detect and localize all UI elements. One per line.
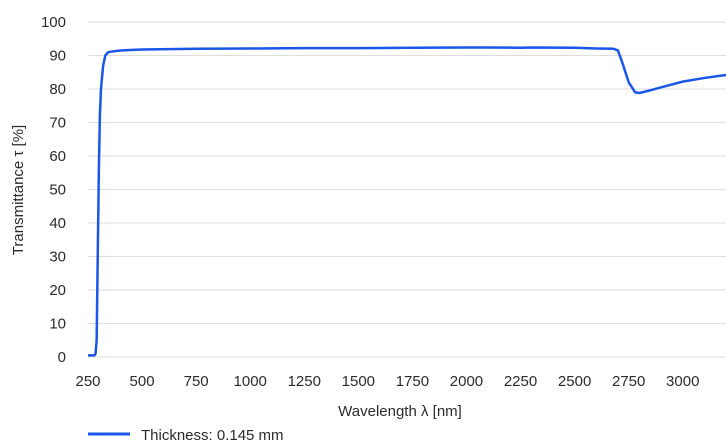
y-tick-labels: 0 10 20 30 40 50 60 70 80 90 100 [41, 14, 66, 366]
x-tick-label: 2250 [504, 373, 537, 390]
y-tick-label: 20 [49, 282, 66, 299]
x-tick-label: 3000 [666, 373, 699, 390]
series-line [88, 46, 726, 357]
x-axis-title: Wavelength λ [nm] [338, 403, 462, 420]
x-tick-label: 2750 [612, 373, 645, 390]
y-tick-label: 100 [41, 14, 66, 31]
x-tick-label: 1000 [234, 373, 267, 390]
x-tick-label: 250 [75, 373, 100, 390]
x-tick-labels: 250 500 750 1000 1250 1500 1750 2000 2250 2500 275… [75, 373, 699, 390]
gridlines [88, 21, 726, 358]
y-tick-label: 80 [49, 81, 66, 98]
y-tick-label: 30 [49, 249, 66, 266]
y-tick-label: 90 [49, 48, 66, 65]
y-tick-label: 10 [49, 316, 66, 333]
x-tick-label: 750 [184, 373, 209, 390]
y-tick-label: 60 [49, 148, 66, 165]
series-group [88, 46, 726, 357]
x-tick-label: 500 [130, 373, 155, 390]
y-tick-label: 40 [49, 215, 66, 232]
x-tick-label: 2500 [558, 373, 591, 390]
legend-entry: Thickness: 0.145 mm [141, 427, 284, 442]
x-tick-label: 1500 [342, 373, 375, 390]
legend: Thickness: 0.145 mm [88, 427, 284, 442]
y-tick-label: 0 [58, 349, 66, 366]
y-tick-label: 70 [49, 115, 66, 132]
y-tick-label: 50 [49, 182, 66, 199]
x-tick-label: 1250 [288, 373, 321, 390]
x-tick-label: 2000 [450, 373, 483, 390]
y-axis-title: Transmittance τ [%] [10, 125, 27, 255]
x-tick-label: 1750 [396, 373, 429, 390]
